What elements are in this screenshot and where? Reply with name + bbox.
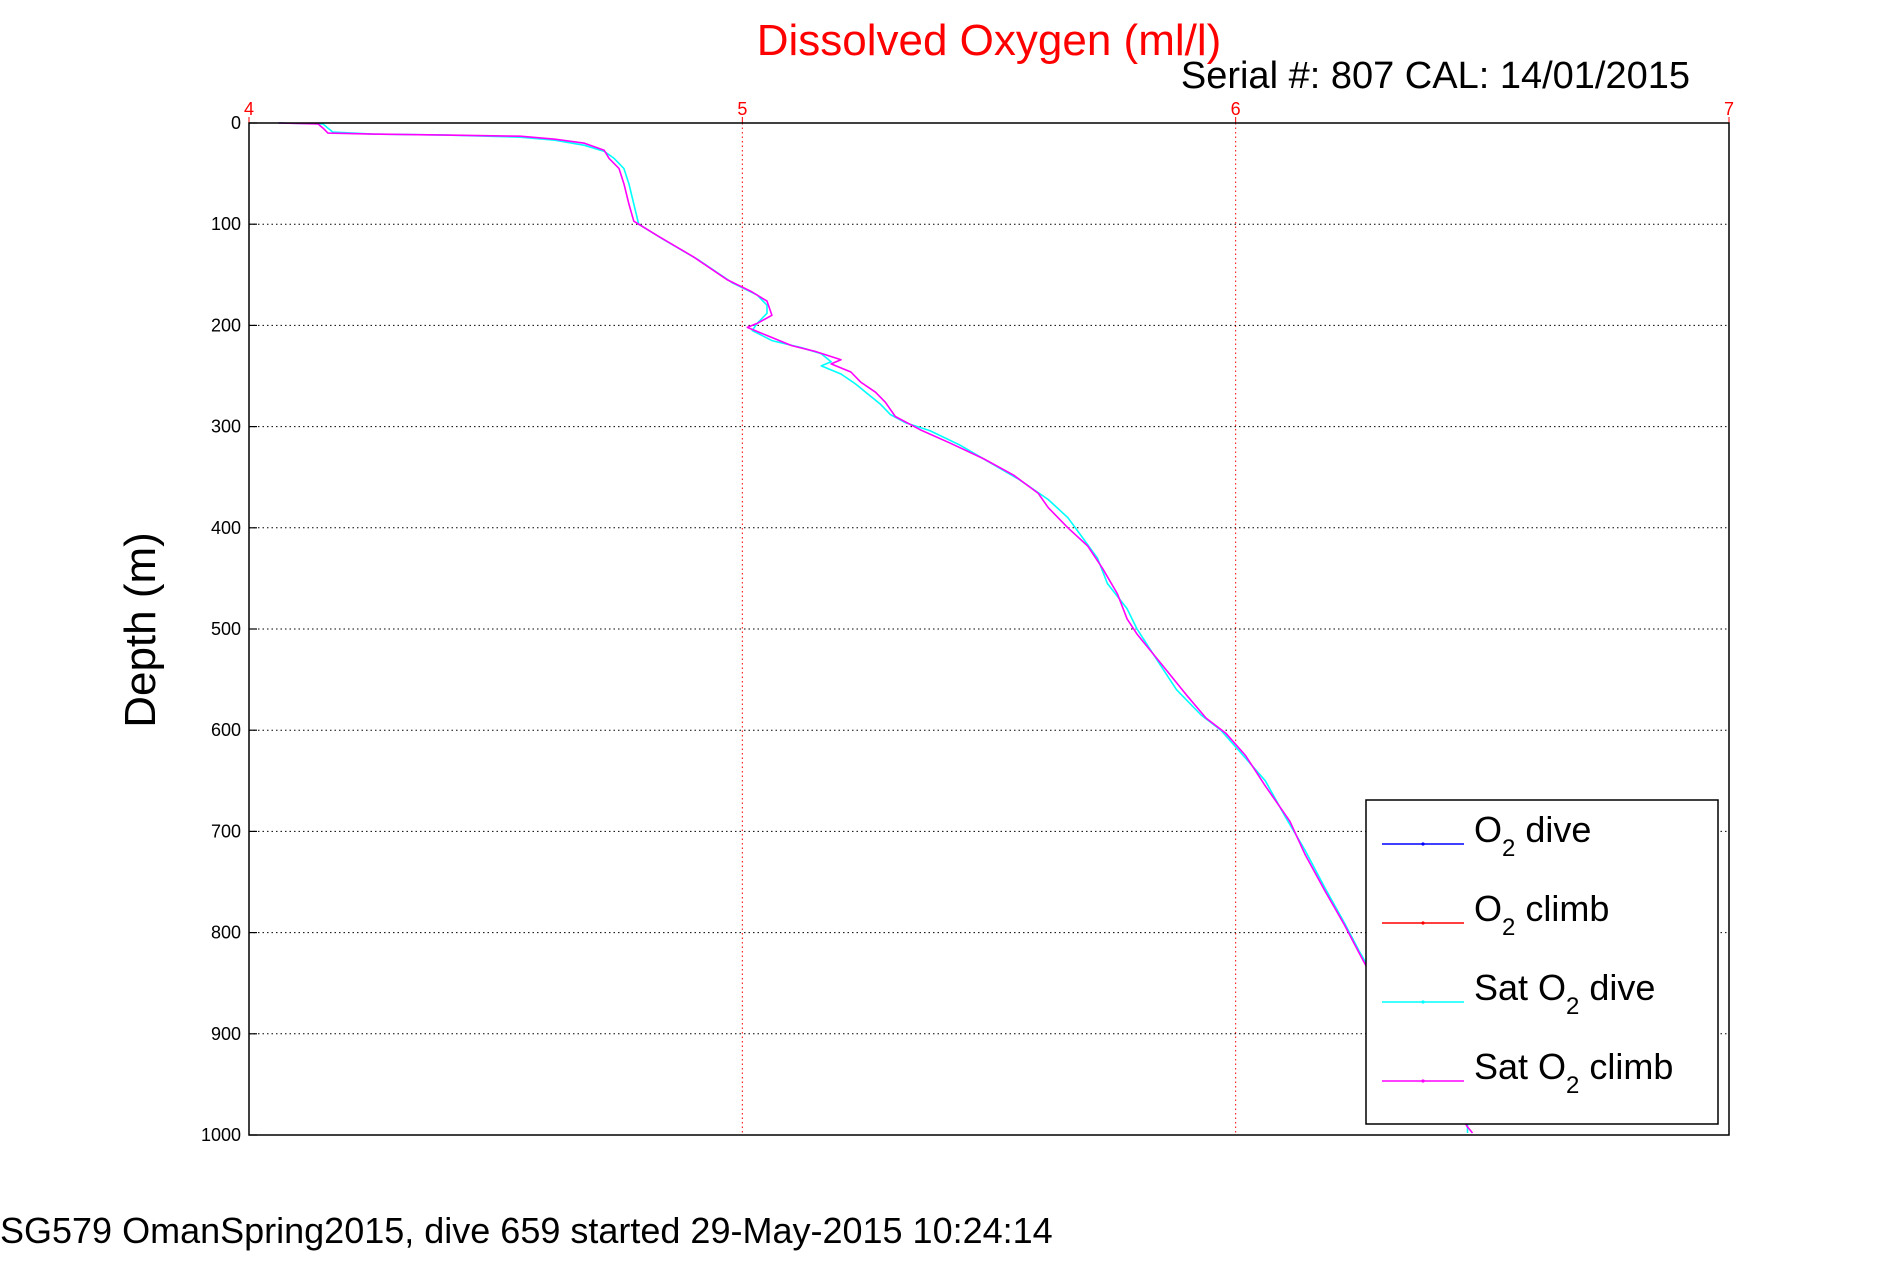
series-line-3 [278, 122, 1474, 1134]
y-tick-label: 600 [211, 720, 241, 740]
series-line-2 [278, 122, 1469, 1133]
data-series [278, 122, 1474, 1134]
y-tick-label: 0 [231, 113, 241, 133]
legend-swatch-marker [1421, 921, 1425, 925]
y-axis-label: Depth (m) [116, 532, 165, 728]
y-tick-label: 300 [211, 417, 241, 437]
y-tick-label: 200 [211, 315, 241, 335]
legend-swatch-marker [1421, 1000, 1425, 1004]
plot-area-frame [248, 122, 1730, 1136]
legend-label: O2 climb [1474, 888, 1609, 941]
y-tick-label: 900 [211, 1024, 241, 1044]
y-tick-label: 700 [211, 821, 241, 841]
legend-label: Sat O2 dive [1474, 967, 1655, 1020]
chart-subtitle: Serial #: 807 CAL: 14/01/2015 [1181, 55, 1690, 97]
legend: O2 dive O2 climb Sat O2 dive Sat O2 climb [1365, 799, 1719, 1125]
y-tick-label: 800 [211, 923, 241, 943]
legend-label: O2 dive [1474, 809, 1591, 862]
legend-label: Sat O2 climb [1474, 1046, 1673, 1099]
y-tick-label: 100 [211, 214, 241, 234]
legend-swatch-marker [1421, 842, 1425, 846]
x-tick-label: 7 [1724, 99, 1734, 119]
x-tick-label: 5 [737, 99, 747, 119]
x-tick-label: 6 [1231, 99, 1241, 119]
y-tick-label: 1000 [201, 1125, 241, 1145]
y-tick-label: 400 [211, 518, 241, 538]
chart-title: Dissolved Oxygen (ml/l) [757, 16, 1222, 65]
x-tick-label: 4 [244, 99, 254, 119]
footer-text: SG579 OmanSpring2015, dive 659 started 2… [0, 1210, 1053, 1251]
legend-swatch-marker [1421, 1079, 1425, 1083]
axis-ticks: 4 5 6 7 0 100 200 300 400 500 600 700 800 900 1000 [201, 99, 1734, 1145]
legend-box [1365, 799, 1719, 1125]
y-tick-label: 500 [211, 619, 241, 639]
